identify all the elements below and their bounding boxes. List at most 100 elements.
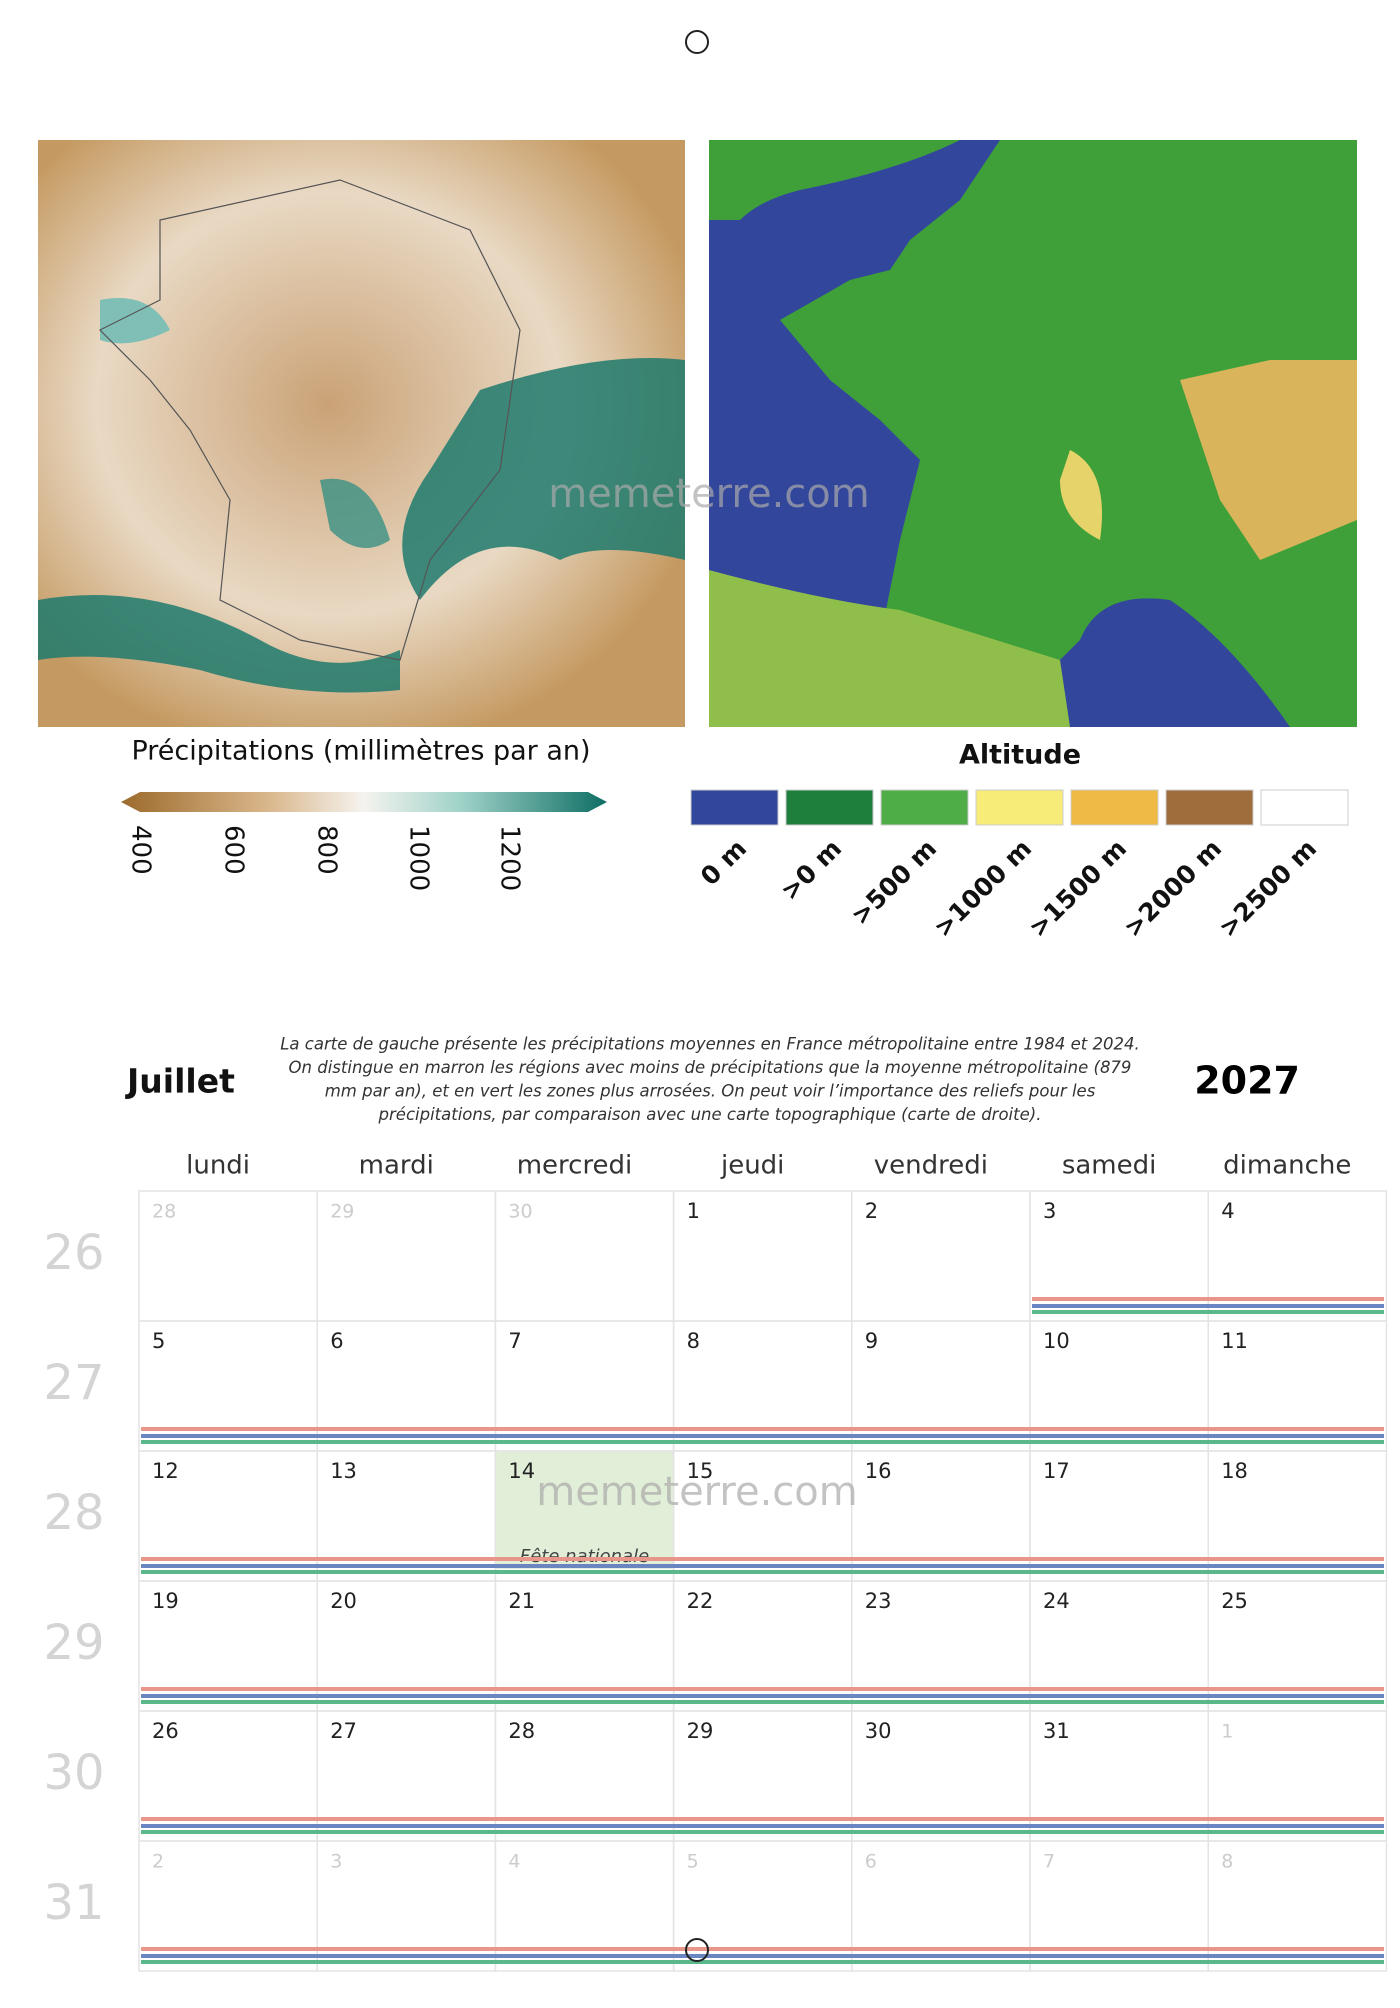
day-cell — [138, 1840, 318, 1972]
day-cell — [1029, 1840, 1209, 1972]
day-number: 16 — [865, 1459, 892, 1483]
day-number: 6 — [865, 1851, 877, 1873]
day-number: 8 — [1221, 1851, 1233, 1873]
legend-swatch — [1070, 789, 1159, 826]
weekday: mardi — [359, 1151, 434, 1181]
week-number: 29 — [43, 1615, 104, 1671]
legend-label: 0 m — [695, 834, 752, 891]
weekday: mercredi — [517, 1151, 633, 1181]
week-number: 27 — [43, 1355, 104, 1411]
weekday: jeudi — [720, 1151, 784, 1181]
day-number: 2 — [865, 1199, 878, 1223]
precipitation-map — [38, 140, 685, 727]
day-number: 22 — [687, 1589, 714, 1613]
day-number: 31 — [1043, 1719, 1070, 1743]
legend-swatch — [785, 789, 874, 826]
legend-label: >500 m — [845, 834, 942, 931]
legend-title: Altitude — [959, 740, 1081, 771]
holiday-label: Fête nationale — [520, 1546, 649, 1567]
day-number: 1 — [687, 1199, 700, 1223]
hole — [685, 1938, 709, 1962]
day-number: 20 — [330, 1589, 357, 1613]
day-cell — [1207, 1840, 1388, 1972]
day-cell — [316, 1840, 497, 1972]
legend-swatch — [690, 789, 779, 826]
day-number: 14 — [508, 1459, 535, 1483]
holiday-cell — [495, 1451, 674, 1569]
day-cell — [1207, 1710, 1388, 1842]
legend-label: >1000 m — [928, 834, 1037, 943]
colorbar — [121, 792, 607, 812]
day-number: 7 — [508, 1329, 521, 1353]
day-cell — [1207, 1190, 1388, 1322]
weekday: lundi — [186, 1151, 250, 1181]
tick-label: 400 — [126, 825, 156, 875]
day-number: 5 — [152, 1329, 165, 1353]
legend-label: >2500 m — [1213, 834, 1322, 943]
day-cell — [851, 1840, 1031, 1972]
caption-line: précipitations, par comparaison avec une… — [378, 1105, 1042, 1124]
day-number: 10 — [1043, 1329, 1070, 1353]
day-cell — [672, 1190, 853, 1322]
day-number: 18 — [1221, 1459, 1248, 1483]
legend-title: Précipitations (millimètres par an) — [131, 736, 590, 767]
day-number: 21 — [508, 1589, 535, 1613]
tick-label: 600 — [219, 825, 249, 875]
day-cell — [1029, 1190, 1209, 1322]
day-number: 28 — [152, 1201, 176, 1223]
day-number: 15 — [687, 1459, 714, 1483]
day-number: 25 — [1221, 1589, 1248, 1613]
day-number: 5 — [687, 1851, 699, 1873]
day-cell — [494, 1320, 675, 1452]
legend-swatch — [975, 789, 1064, 826]
day-cell — [672, 1320, 853, 1452]
legend-swatch — [880, 789, 969, 826]
weekday: samedi — [1062, 1151, 1157, 1181]
day-number: 8 — [687, 1329, 700, 1353]
day-cell — [316, 1320, 497, 1452]
day-number: 29 — [687, 1719, 714, 1743]
weekday: vendredi — [874, 1151, 988, 1181]
legend-swatch — [1165, 789, 1254, 826]
day-cell — [851, 1190, 1031, 1322]
day-number: 17 — [1043, 1459, 1070, 1483]
day-cell — [138, 1320, 318, 1452]
watermark: memeterre.com — [536, 1469, 858, 1515]
altitude-map — [709, 140, 1357, 727]
caption-line: La carte de gauche présente les précipit… — [280, 1035, 1140, 1054]
day-number: 6 — [330, 1329, 343, 1353]
day-number: 28 — [508, 1719, 535, 1743]
legend-label: >0 m — [775, 834, 847, 906]
week-number: 31 — [43, 1875, 104, 1931]
legend-label: >2000 m — [1118, 834, 1227, 943]
day-cell — [851, 1320, 1031, 1452]
day-number: 13 — [330, 1459, 357, 1483]
day-number: 4 — [508, 1851, 520, 1873]
day-number: 4 — [1221, 1199, 1234, 1223]
day-number: 29 — [330, 1201, 354, 1223]
tick-label: 800 — [312, 825, 342, 875]
day-number: 3 — [330, 1851, 342, 1873]
day-cell — [672, 1840, 853, 1972]
week-number: 26 — [43, 1225, 104, 1281]
legend-label: >1500 m — [1023, 834, 1132, 943]
legend-swatch — [1260, 789, 1349, 826]
day-number: 27 — [330, 1719, 357, 1743]
caption-line: On distingue en marron les régions avec … — [289, 1058, 1132, 1077]
weekday: dimanche — [1223, 1151, 1351, 1181]
watermark: memeterre.com — [548, 471, 870, 517]
tick-label: 1000 — [404, 825, 434, 891]
day-number: 1 — [1221, 1721, 1233, 1743]
tick-label: 1200 — [495, 825, 525, 891]
day-number: 2 — [152, 1851, 164, 1873]
day-number: 19 — [152, 1589, 179, 1613]
day-number: 7 — [1043, 1851, 1055, 1873]
day-cell — [494, 1840, 675, 1972]
week-number: 30 — [43, 1745, 104, 1801]
day-number: 11 — [1221, 1329, 1248, 1353]
day-number: 30 — [865, 1719, 892, 1743]
week-number: 28 — [43, 1485, 104, 1541]
day-number: 12 — [152, 1459, 179, 1483]
day-number: 3 — [1043, 1199, 1056, 1223]
